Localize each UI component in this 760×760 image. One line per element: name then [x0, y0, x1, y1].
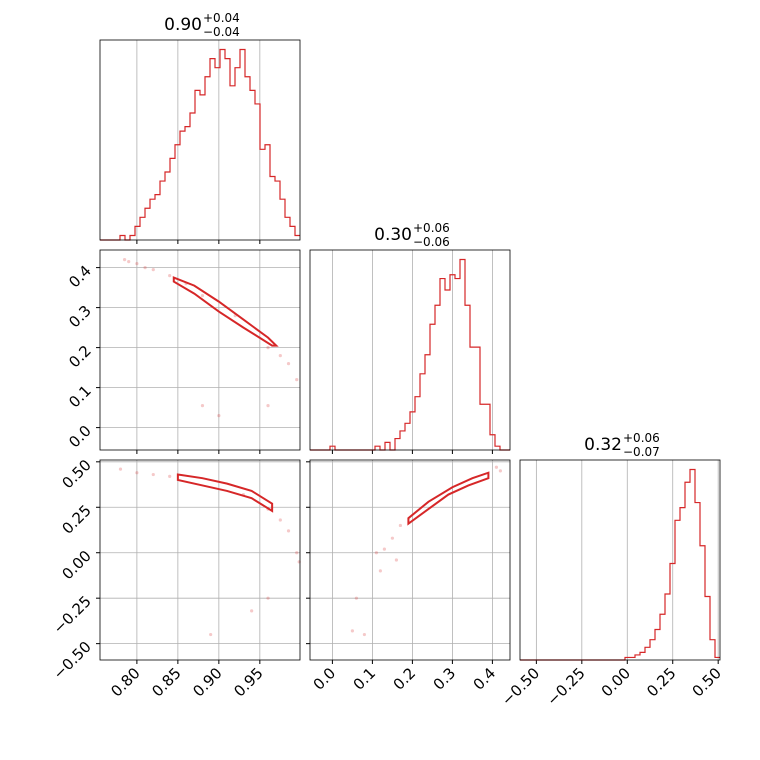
panel-frame: [99, 249, 301, 451]
title-median: 0.90: [164, 15, 202, 35]
sample-point: [374, 551, 378, 555]
sample-point: [378, 569, 382, 573]
y-tick-label: 0.4: [65, 262, 95, 292]
panel-frame: [309, 459, 511, 661]
sample-point: [217, 414, 221, 418]
title-median: 0.32: [584, 435, 622, 455]
y-tick-label: 0.0: [65, 422, 95, 452]
title-minus: −0.04: [203, 25, 240, 39]
sample-point: [135, 471, 139, 475]
x-tick-label: 0.95: [230, 664, 266, 700]
sample-point: [151, 472, 155, 477]
y-tick-label: 0.25: [58, 501, 94, 537]
panel-frame: [309, 249, 511, 451]
x-tick-label: 0.80: [107, 664, 143, 700]
sample-point: [350, 629, 354, 633]
x-tick-label: 0.1: [350, 664, 380, 694]
x-tick-label: −0.25: [543, 664, 588, 709]
sample-point: [362, 632, 366, 637]
x-tick-label: 0.90: [189, 664, 225, 700]
sample-point: [390, 536, 394, 540]
sample-point: [143, 266, 147, 270]
sample-point: [118, 467, 123, 471]
sample-point: [494, 465, 498, 469]
sample-point: [295, 378, 299, 382]
x-tick-label: 0.50: [689, 664, 725, 700]
sample-point: [200, 294, 205, 298]
y-tick-label: −0.50: [50, 638, 95, 683]
panel-frame: [99, 39, 301, 241]
sample-point: [266, 346, 270, 350]
title-minus: −0.07: [623, 445, 660, 459]
panel-frame: [519, 459, 721, 661]
sample-point: [498, 469, 502, 473]
sample-point: [286, 362, 291, 366]
sample-point: [200, 404, 205, 408]
histogram: [310, 258, 510, 451]
sample-point: [122, 258, 127, 262]
contour: [176, 473, 274, 513]
x-tick-label: 0.0: [310, 664, 340, 694]
sample-point: [209, 632, 213, 637]
sample-point: [286, 529, 291, 533]
sample-point: [168, 274, 172, 278]
y-tick-label: 0.3: [65, 302, 95, 332]
x-tick-label: 0.00: [598, 664, 634, 700]
sample-point: [278, 518, 282, 522]
contour: [407, 471, 490, 526]
sample-point: [398, 523, 402, 528]
sample-point: [168, 474, 172, 478]
x-tick-label: 0.3: [430, 664, 460, 694]
y-tick-label: 0.50: [58, 456, 94, 492]
sample-point: [250, 609, 254, 613]
sample-point: [135, 262, 139, 266]
contour: [172, 276, 279, 347]
sample-point: [266, 596, 270, 600]
sample-point: [394, 558, 398, 562]
y-tick-label: 0.00: [58, 547, 94, 583]
y-tick-label: 0.2: [65, 342, 95, 372]
histogram: [520, 468, 720, 661]
title-plus: +0.06: [413, 221, 450, 235]
title-plus: +0.06: [623, 431, 660, 445]
x-tick-label: −0.50: [498, 664, 543, 709]
sample-point: [295, 551, 299, 555]
sample-point: [382, 547, 386, 551]
sample-point: [151, 268, 155, 272]
y-tick-label: −0.25: [50, 592, 95, 637]
sample-point: [354, 596, 358, 600]
panel-frame: [99, 459, 301, 661]
title-plus: +0.04: [203, 11, 240, 25]
sample-point: [278, 354, 282, 358]
x-tick-label: 0.2: [390, 664, 420, 694]
x-tick-label: 0.25: [643, 664, 679, 700]
sample-point: [266, 404, 270, 408]
x-tick-label: 0.4: [470, 664, 500, 694]
y-tick-label: 0.1: [65, 382, 95, 412]
title-minus: −0.06: [413, 235, 450, 249]
title-median: 0.30: [374, 225, 412, 245]
x-tick-label: 0.85: [148, 664, 184, 700]
sample-point: [127, 260, 131, 264]
histogram: [100, 48, 300, 241]
